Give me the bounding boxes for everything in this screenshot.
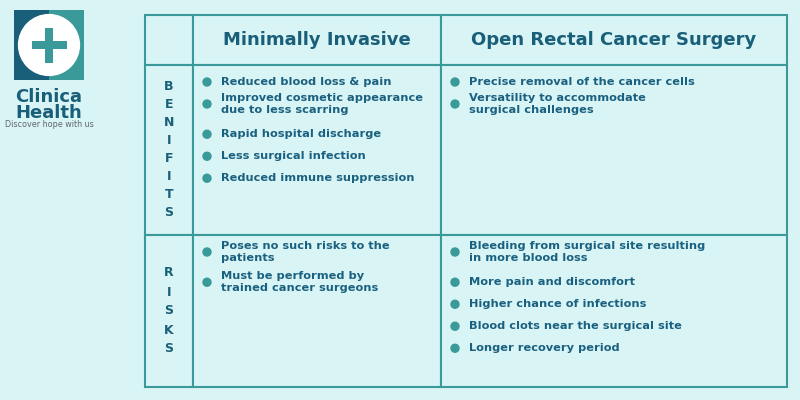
Circle shape [203, 248, 211, 256]
Text: Poses no such risks to the
patients: Poses no such risks to the patients [221, 241, 390, 263]
Text: Open Rectal Cancer Surgery: Open Rectal Cancer Surgery [471, 31, 757, 49]
Text: Must be performed by
trained cancer surgeons: Must be performed by trained cancer surg… [221, 271, 378, 293]
Text: Longer recovery period: Longer recovery period [469, 343, 620, 353]
Circle shape [451, 322, 459, 330]
Bar [193, 235, 441, 387]
Text: Blood clots near the surgical site: Blood clots near the surgical site [469, 321, 682, 331]
Circle shape [203, 130, 211, 138]
Text: Higher chance of infections: Higher chance of infections [469, 299, 646, 309]
Text: Versatility to accommodate
surgical challenges: Versatility to accommodate surgical chal… [469, 93, 646, 115]
Bar [45, 28, 53, 62]
Circle shape [451, 344, 459, 352]
Circle shape [451, 100, 459, 108]
Bar [145, 235, 193, 387]
Circle shape [451, 300, 459, 308]
Bar [145, 65, 193, 235]
Text: Precise removal of the cancer cells: Precise removal of the cancer cells [469, 77, 694, 87]
Bar [31, 41, 66, 49]
Circle shape [203, 100, 211, 108]
Bar [441, 235, 787, 387]
Circle shape [203, 78, 211, 86]
Circle shape [203, 152, 211, 160]
Circle shape [451, 248, 459, 256]
Bar [14, 10, 49, 80]
Circle shape [203, 174, 211, 182]
Bar [145, 15, 193, 65]
Bar [441, 15, 787, 65]
Bar [193, 65, 441, 235]
Text: B
E
N
I
F
I
T
S: B E N I F I T S [164, 80, 174, 220]
Text: Rapid hospital discharge: Rapid hospital discharge [221, 129, 381, 139]
Circle shape [203, 278, 211, 286]
Text: Minimally Invasive: Minimally Invasive [223, 31, 411, 49]
Text: More pain and discomfort: More pain and discomfort [469, 277, 635, 287]
Text: Health: Health [16, 104, 82, 122]
Circle shape [451, 278, 459, 286]
Text: Less surgical infection: Less surgical infection [221, 151, 366, 161]
Text: Reduced immune suppression: Reduced immune suppression [221, 173, 414, 183]
Text: Improved cosmetic appearance
due to less scarring: Improved cosmetic appearance due to less… [221, 93, 423, 115]
Text: Bleeding from surgical site resulting
in more blood loss: Bleeding from surgical site resulting in… [469, 241, 706, 263]
Bar [193, 15, 441, 65]
Text: R
I
S
K
S: R I S K S [164, 266, 174, 356]
Circle shape [22, 18, 75, 72]
Text: Reduced blood loss & pain: Reduced blood loss & pain [221, 77, 391, 87]
Text: Clinica: Clinica [15, 88, 82, 106]
Bar [441, 65, 787, 235]
Bar [49, 10, 84, 80]
Text: Discover hope with us: Discover hope with us [5, 120, 94, 129]
Circle shape [451, 78, 459, 86]
